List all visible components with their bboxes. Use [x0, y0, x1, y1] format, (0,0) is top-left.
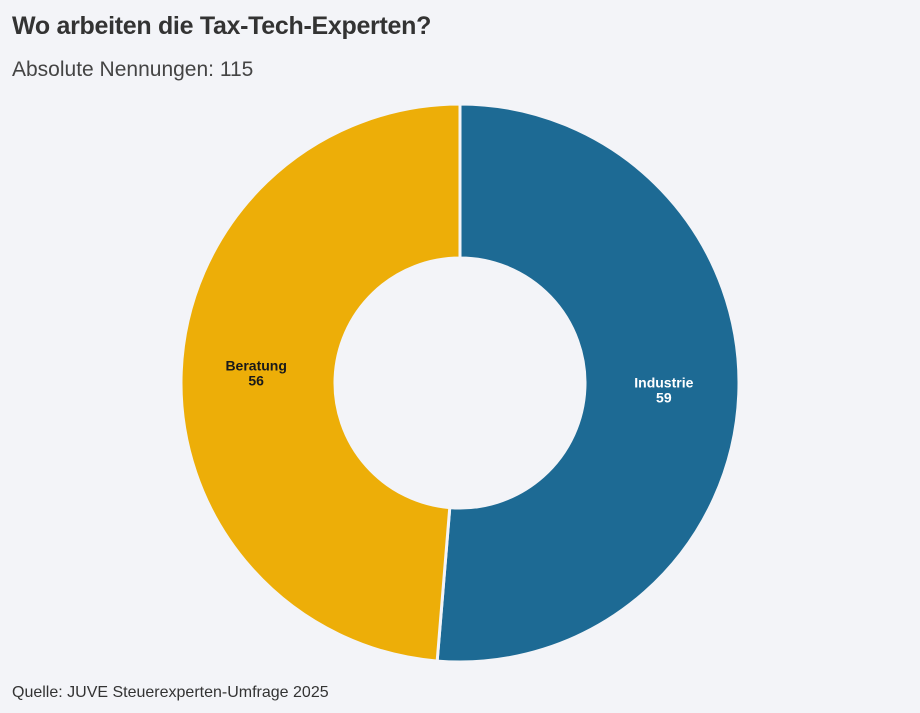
chart-subtitle: Absolute Nennungen: 115 — [12, 58, 254, 81]
slice-beratung[interactable] — [179, 102, 462, 663]
slice-value-industrie: 59 — [656, 389, 672, 405]
slice-industrie[interactable] — [435, 102, 741, 664]
chart-title: Wo arbeiten die Tax-Tech-Experten? — [12, 12, 432, 40]
slice-label-beratung: Beratung — [225, 358, 286, 374]
donut-slices — [179, 102, 741, 664]
chart-source: Quelle: JUVE Steuerexperten-Umfrage 2025 — [12, 684, 329, 701]
slice-value-beratung: 56 — [248, 373, 264, 389]
slice-label-industrie: Industrie — [634, 374, 693, 390]
